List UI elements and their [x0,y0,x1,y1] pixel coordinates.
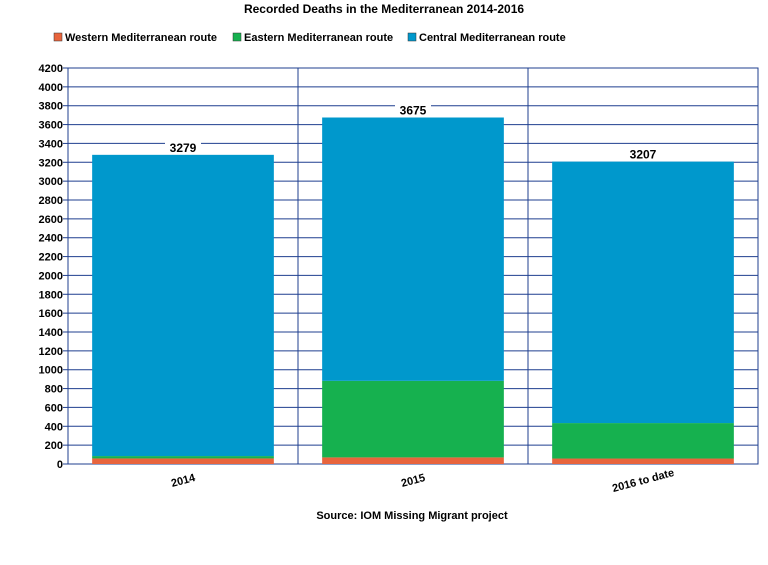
y-tick-label: 4200 [39,63,63,75]
x-tick-label: 2015 [400,472,427,490]
total-label-bg [165,140,201,154]
y-tick-label: 3200 [39,157,63,169]
legend-item: Eastern Mediterranean route [232,32,393,44]
y-tick-label: 2400 [39,233,63,245]
legend-label: Central Mediterranean route [419,32,566,44]
y-tick-label: 2200 [39,252,63,264]
legend: Western Mediterranean route Eastern Medit… [53,32,566,44]
y-tick-label: 3800 [39,101,63,113]
y-tick-label: 2800 [39,195,63,207]
bar-eastern-mediterranean-route [92,456,274,459]
bar-central-mediterranean-route [322,117,504,381]
y-tick-label: 3600 [39,120,63,132]
legend-label: Western Mediterranean route [65,32,217,44]
bar-eastern-mediterranean-route [552,423,734,459]
total-label-bg [625,147,661,161]
y-tick-label: 800 [45,384,63,396]
total-label-bg [395,103,431,117]
total-label: 3279 [170,141,197,155]
bar-western-mediterranean-route [92,458,274,464]
bar-central-mediterranean-route [92,154,274,457]
y-tick-label: 4000 [39,82,63,94]
y-tick-label: 1800 [39,289,63,301]
legend-swatch [53,32,63,42]
y-tick-label: 1400 [39,327,63,339]
plot-area: 0 200 400 600 800 1000 1200 1400 1600 1800 2000 220… [39,63,759,495]
y-tick-label: 3000 [39,176,63,188]
x-tick-label: 2016 to date [611,467,676,495]
bar-western-mediterranean-route [552,458,734,464]
y-tick-label: 600 [45,402,63,414]
total-label: 3207 [630,148,657,162]
legend-item: Central Mediterranean route [407,32,566,44]
chart-title: Recorded Deaths in the Mediterranean 201… [244,2,524,16]
y-tick-label: 1200 [39,346,63,358]
y-tick-label: 400 [45,421,63,433]
y-tick-label: 3400 [39,138,63,150]
source-note: Source: IOM Missing Migrant project [316,510,508,522]
legend-label: Eastern Mediterranean route [244,32,393,44]
y-tick-label: 200 [45,440,63,452]
bar-central-mediterranean-route [552,161,734,424]
legend-swatch [232,32,242,42]
bar-eastern-mediterranean-route [322,380,504,458]
y-tick-label: 2000 [39,270,63,282]
y-tick-label: 0 [57,459,63,471]
x-tick-label: 2014 [170,472,198,490]
legend-item: Western Mediterranean route [53,32,217,44]
bar-western-mediterranean-route [322,457,504,464]
y-tick-label: 1600 [39,308,63,320]
legend-swatch [407,32,417,42]
y-tick-label: 2600 [39,214,63,226]
total-label: 3675 [400,104,427,118]
y-tick-label: 1000 [39,365,63,377]
